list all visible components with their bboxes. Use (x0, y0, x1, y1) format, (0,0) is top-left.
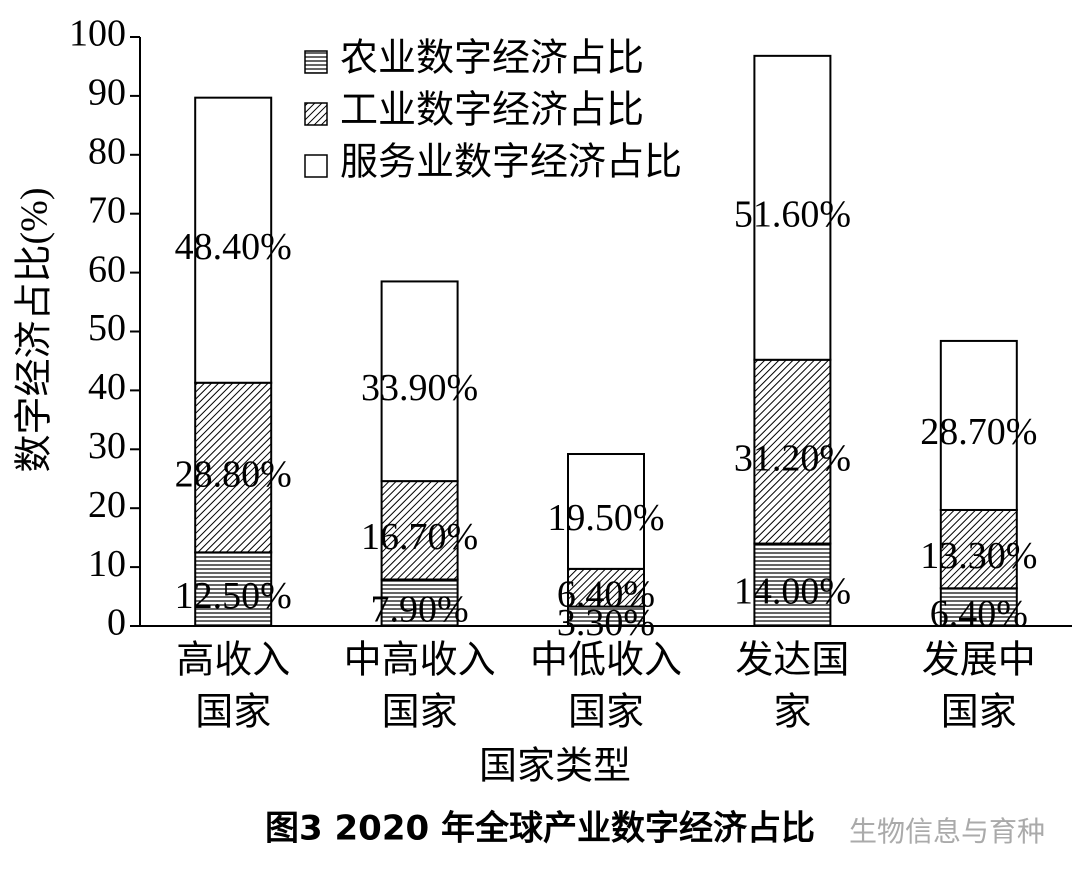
value-label: 7.90% (371, 588, 469, 630)
value-label: 6.40% (557, 573, 655, 615)
value-label: 33.90% (361, 367, 478, 409)
bar-segment (380, 578, 459, 627)
x-tick-label: 国家 (941, 692, 1017, 734)
value-label: 19.50% (547, 497, 664, 539)
bar-segment (380, 280, 459, 483)
y-tick-label: 20 (88, 484, 126, 526)
legend-swatch (304, 154, 328, 178)
legend-label: 服务业数字经济占比 (340, 142, 682, 184)
y-tick-label: 60 (88, 248, 126, 290)
legend-swatch (304, 50, 328, 74)
legend-swatch (304, 102, 328, 126)
bar-segment (939, 339, 1018, 511)
value-label: 12.50% (175, 575, 292, 617)
bar-segment (194, 551, 273, 627)
bar-segment (939, 587, 1018, 628)
x-tick-label: 高收入 (176, 640, 290, 682)
x-tick-label: 国家 (195, 692, 271, 734)
bar-segment (380, 480, 459, 581)
bar-segment (567, 453, 645, 570)
y-tick-label: 70 (88, 189, 126, 231)
bar-segment (753, 358, 832, 545)
legend-label: 工业数字经济占比 (340, 90, 644, 132)
x-axis-label: 国家类型 (479, 746, 631, 788)
value-label: 51.60% (734, 194, 851, 236)
x-tick-label: 中高收入 (344, 640, 496, 682)
value-label: 3.30% (557, 602, 655, 644)
watermark: 生物信息与育种 (849, 815, 1045, 848)
y-tick-label: 90 (88, 72, 126, 114)
x-tick-label: 发达国 (735, 640, 849, 682)
value-label: 13.30% (920, 535, 1037, 577)
chart-title: 图3 2020 年全球产业数字经济占比 (265, 809, 815, 849)
value-label: 28.80% (175, 453, 292, 495)
y-tick-label: 0 (107, 602, 126, 644)
value-label: 6.40% (930, 593, 1028, 635)
value-label: 31.20% (734, 437, 851, 479)
x-tick-label: 家 (773, 692, 811, 734)
x-tick-label: 国家 (382, 692, 458, 734)
y-tick-label: 10 (88, 543, 126, 585)
value-label: 16.70% (361, 516, 478, 558)
y-tick-label: 100 (69, 13, 126, 55)
bar-segment (567, 567, 645, 608)
bar-segment (939, 508, 1018, 590)
value-label: 14.00% (734, 570, 851, 612)
bar-segment (753, 54, 832, 361)
bar-segment (194, 96, 273, 384)
y-tick-label: 80 (88, 131, 126, 173)
bar-segment (194, 381, 273, 554)
value-label: 28.70% (920, 411, 1037, 453)
y-tick-label: 30 (88, 425, 126, 467)
y-tick-label: 50 (88, 307, 126, 349)
y-tick-label: 40 (88, 366, 126, 408)
x-tick-label: 中低收入 (530, 640, 682, 682)
y-axis-label: 数字经济占比(%) (14, 188, 56, 473)
value-label: 48.40% (175, 226, 292, 268)
x-tick-label: 国家 (568, 692, 644, 734)
legend-label: 农业数字经济占比 (340, 38, 644, 80)
x-tick-label: 发展中 (922, 640, 1036, 682)
